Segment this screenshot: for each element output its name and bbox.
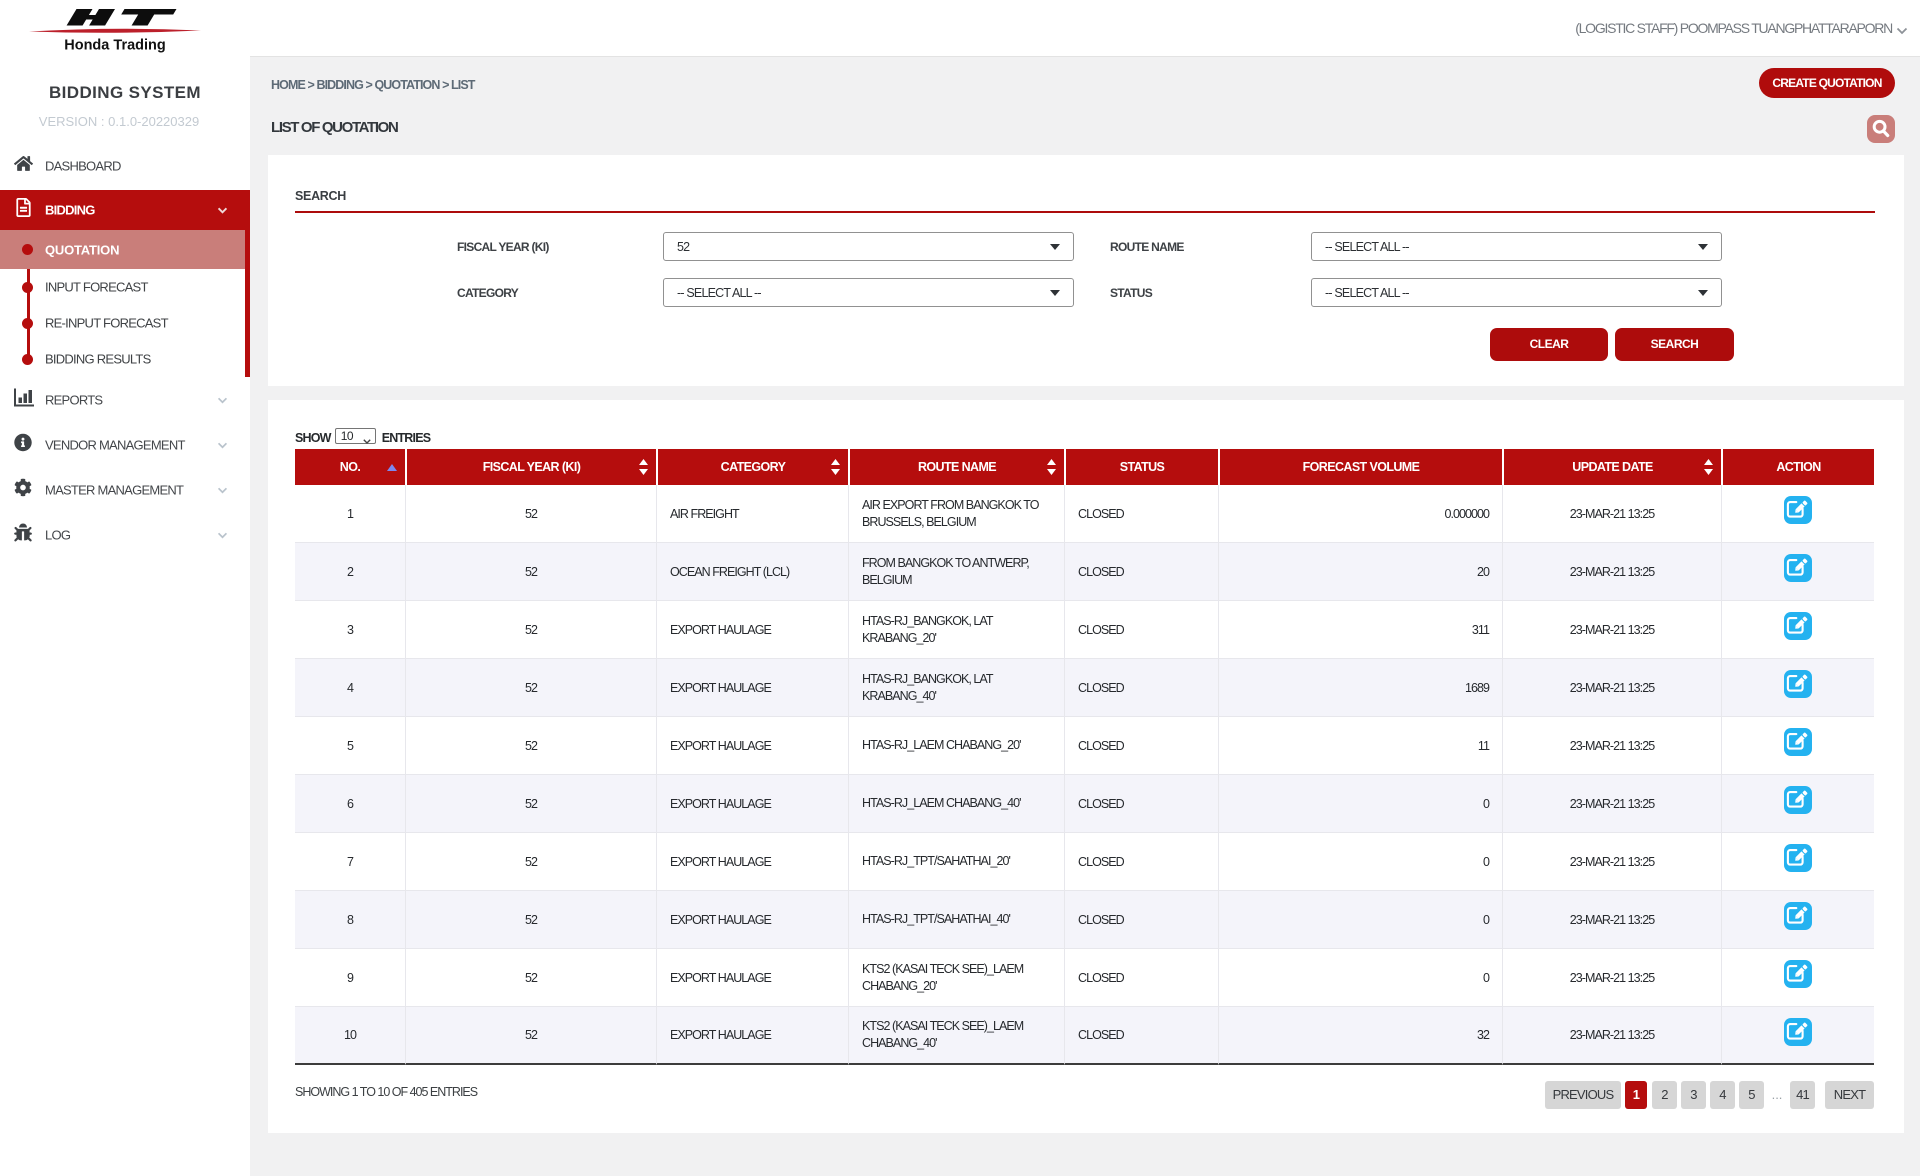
svg-text:Honda Trading: Honda Trading [64,38,166,54]
